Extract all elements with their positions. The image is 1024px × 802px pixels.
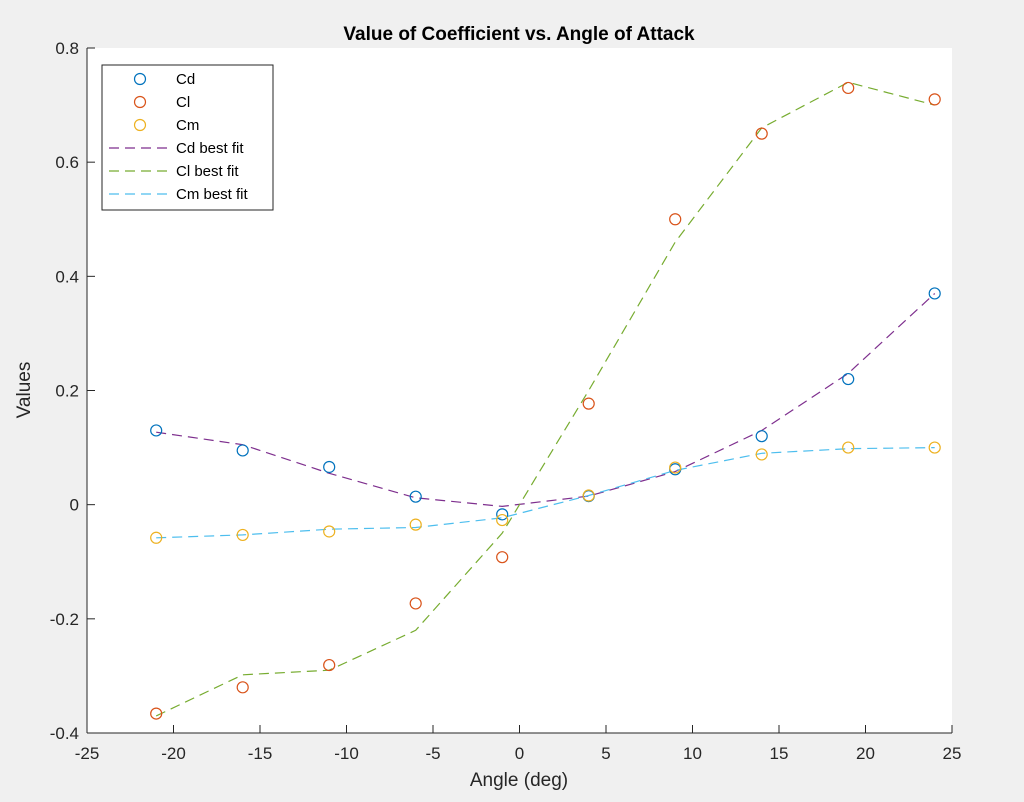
y-ticks: -0.4 -0.2 0 0.2 0.4 0.6 0.8 — [50, 39, 95, 743]
data-point-cm — [669, 461, 682, 474]
y-tick-label: -0.2 — [50, 610, 79, 629]
y-tick-label: -0.4 — [50, 724, 79, 743]
x-axis-label: Angle (deg) — [470, 770, 568, 791]
plot-content — [150, 81, 941, 720]
y-tick-label: 0 — [70, 496, 79, 515]
data-point-cd — [928, 287, 941, 300]
x-tick-label: 15 — [770, 744, 789, 763]
legend-label-cl: Cl — [176, 94, 190, 111]
legend-marker-cd — [133, 72, 147, 86]
data-point-cl — [409, 597, 422, 610]
x-tick-label: -15 — [248, 744, 273, 763]
legend-label-cm: Cm — [176, 117, 199, 134]
data-point-cl — [755, 127, 768, 140]
x-tick-label: 20 — [856, 744, 875, 763]
y-tick-label: 0.2 — [55, 382, 79, 401]
x-tick-label: 10 — [683, 744, 702, 763]
data-point-cl — [669, 213, 682, 226]
data-point-cl — [928, 93, 941, 106]
y-axis-label: Values — [14, 362, 35, 419]
legend-marker-cl — [133, 95, 147, 109]
legend-marker-cm — [133, 118, 147, 132]
data-point-cd — [236, 444, 249, 457]
data-point-cd — [323, 460, 336, 474]
x-ticks: -25 -20 -15 -10 -5 0 5 10 15 20 25 — [75, 725, 962, 763]
data-point-cm — [150, 531, 163, 544]
legend-label-cm-best-fit: Cm best fit — [176, 186, 249, 203]
data-point-cl — [150, 707, 163, 720]
data-point-cm — [842, 441, 855, 454]
data-point-cl — [582, 397, 595, 410]
data-point-cd — [755, 430, 768, 443]
y-tick-label: 0.6 — [55, 153, 79, 172]
data-point-cm — [496, 513, 509, 527]
data-point-cd — [842, 372, 855, 386]
legend-label-cd: Cd — [176, 71, 195, 88]
y-tick-label: 0.8 — [55, 39, 79, 58]
data-point-cm — [236, 528, 249, 542]
x-tick-label: 25 — [943, 744, 962, 763]
x-tick-label: -20 — [161, 744, 186, 763]
data-point-cl — [496, 551, 509, 564]
chart-title: Value of Coefficient vs. Angle of Attack — [343, 24, 695, 45]
data-point-cl — [842, 81, 855, 95]
data-point-cd — [496, 508, 509, 521]
legend: Cd Cl Cm Cd best fit Cl best fit Cm best fit — [101, 64, 274, 211]
x-tick-label: -25 — [75, 744, 100, 763]
x-tick-label: -10 — [334, 744, 359, 763]
x-tick-label: -5 — [425, 744, 440, 763]
data-point-cd — [150, 424, 163, 437]
legend-label-cl-best-fit: Cl best fit — [176, 163, 239, 180]
legend-label-cd-best-fit: Cd best fit — [176, 140, 244, 157]
data-point-cd — [409, 490, 422, 503]
data-point-cm — [323, 525, 336, 538]
x-tick-label: 5 — [601, 744, 610, 763]
x-tick-label: 0 — [515, 744, 524, 763]
data-point-cm — [409, 518, 422, 531]
data-point-cm — [928, 441, 941, 454]
series-line-cd-best-fit — [156, 293, 936, 508]
data-point-cm — [755, 448, 768, 461]
data-point-cl — [323, 658, 336, 672]
y-tick-label: 0.4 — [55, 267, 79, 286]
legend-box — [101, 64, 274, 211]
series-line-cm-best-fit — [156, 447, 935, 539]
data-point-cm — [582, 489, 595, 502]
data-point-cl — [236, 681, 249, 694]
